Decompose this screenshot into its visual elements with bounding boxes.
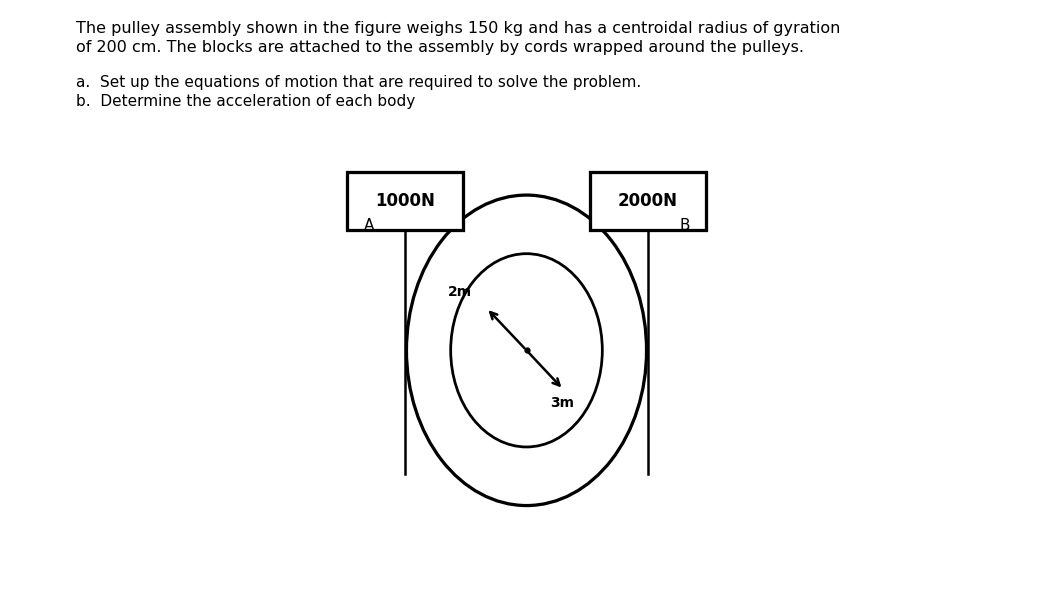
Text: 3m: 3m [550,396,574,410]
Text: 1000N: 1000N [376,192,435,210]
Text: B: B [679,217,690,233]
Bar [347,172,463,230]
Text: The pulley assembly shown in the figure weighs 150 kg and has a centroidal radiu: The pulley assembly shown in the figure … [76,21,840,36]
Text: 2m: 2m [448,285,472,299]
Text: of 200 cm. The blocks are attached to the assembly by cords wrapped around the p: of 200 cm. The blocks are attached to th… [76,40,803,56]
Text: 2000N: 2000N [618,192,677,210]
Text: a.  Set up the equations of motion that are required to solve the problem.: a. Set up the equations of motion that a… [76,76,641,91]
Bar [590,172,706,230]
Text: A: A [363,217,374,233]
Text: b.  Determine the acceleration of each body: b. Determine the acceleration of each bo… [76,94,415,109]
